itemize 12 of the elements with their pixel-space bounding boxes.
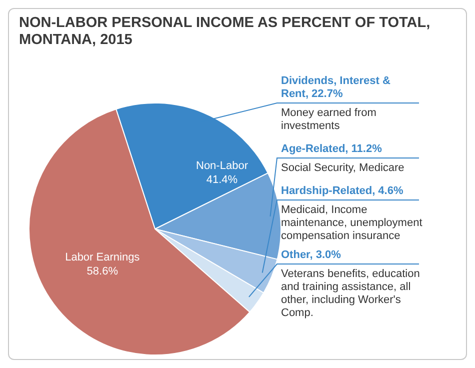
text: Veterans benefits, education and training assistance, all other, including Worker's Comp. [281, 268, 421, 320]
slice-label: Dividends, Interest & Rent, 22.7% [281, 75, 391, 101]
slice-label: Age-Related, 11.2% [281, 143, 383, 156]
text: Medicaid, Income maintenance, unemployment compensation insurance [281, 204, 424, 243]
text: Money earned from investments [281, 107, 378, 133]
text: Social Security, Medicare [281, 162, 406, 175]
text: Non-Labor 41.4% [195, 159, 249, 187]
slice-label: Hardship-Related, 4.6% [281, 185, 404, 198]
chart-title: NON-LABOR PERSONAL INCOME AS PERCENT OF TOTAL, MONTANA, 2015 [19, 15, 432, 49]
slice-label: Other, 3.0% [281, 249, 342, 262]
data-label: 58.6% [86, 266, 118, 278]
slice-label: Labor Earnings [65, 252, 140, 264]
